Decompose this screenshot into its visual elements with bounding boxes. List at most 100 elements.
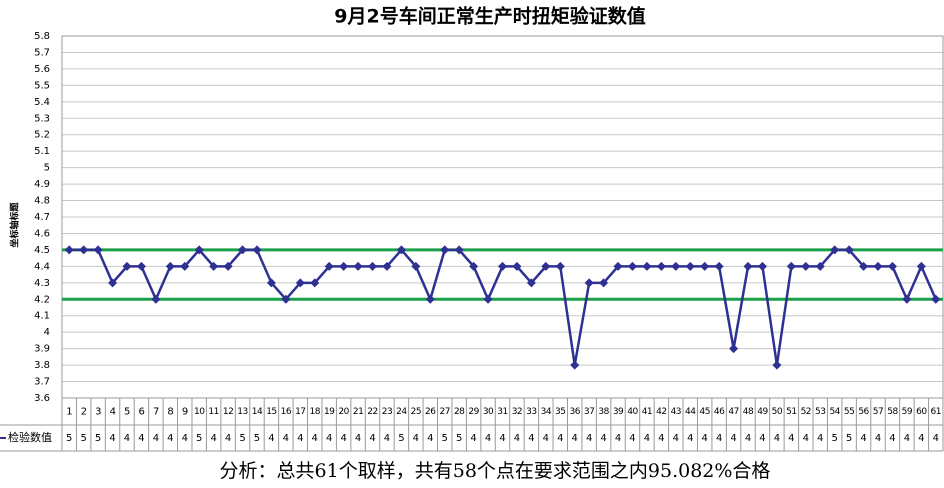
x-tick-label: 7	[153, 407, 159, 418]
point-marker	[382, 261, 392, 271]
point-marker	[815, 261, 825, 271]
y-tick-label: 5.8	[34, 31, 50, 42]
point-marker	[396, 245, 406, 255]
table-value: 4	[297, 433, 303, 444]
plot-border	[61, 35, 944, 399]
point-marker	[281, 294, 291, 304]
x-tick-label: 42	[656, 407, 666, 417]
x-tick-label: 34	[541, 407, 552, 417]
point-marker	[469, 261, 479, 271]
y-tick-label: 5.6	[34, 64, 50, 75]
x-tick-label: 26	[425, 407, 436, 417]
point-marker	[685, 261, 695, 271]
x-tick-label: 52	[801, 407, 811, 417]
y-tick-label: 3.8	[34, 360, 50, 371]
x-tick-label: 15	[266, 407, 276, 417]
table-value: 4	[817, 433, 823, 444]
x-tick-label: 17	[295, 407, 305, 417]
point-marker	[238, 245, 248, 255]
point-marker	[830, 245, 840, 255]
x-tick-label: 51	[786, 407, 796, 417]
table-value: 5	[398, 433, 404, 444]
y-tick-label: 4.8	[34, 196, 50, 207]
point-marker	[295, 278, 305, 288]
y-tick-label: 4.5	[34, 245, 50, 256]
x-tick-label: 53	[815, 407, 825, 417]
point-marker	[642, 261, 652, 271]
x-tick-label: 12	[223, 407, 233, 417]
point-marker	[180, 261, 190, 271]
x-tick-label: 55	[844, 407, 854, 417]
x-tick-label: 4	[110, 407, 116, 418]
x-tick-label: 14	[252, 407, 263, 417]
point-marker	[570, 360, 580, 370]
table-value: 4	[774, 433, 780, 444]
table-value: 4	[182, 433, 188, 444]
legend-label: 检验数值	[8, 430, 52, 444]
table-value: 4	[629, 433, 635, 444]
x-tick-label: 35	[555, 407, 565, 417]
x-tick-label: 22	[367, 407, 377, 417]
point-marker	[165, 261, 175, 271]
x-tick-label: 40	[627, 407, 638, 417]
table-value: 4	[716, 433, 722, 444]
table-value: 4	[644, 433, 650, 444]
x-tick-label: 6	[138, 407, 144, 418]
y-tick-label: 4.6	[34, 228, 50, 239]
x-tick-label: 28	[454, 407, 465, 417]
x-tick-label: 5	[124, 407, 130, 418]
point-marker	[209, 261, 219, 271]
point-marker	[902, 294, 912, 304]
x-tick-label: 19	[324, 407, 335, 417]
x-tick-label: 11	[208, 407, 218, 417]
x-tick-label: 29	[468, 407, 479, 417]
x-tick-label: 49	[757, 407, 768, 417]
y-tick-label: 5.7	[34, 47, 50, 58]
table-value: 4	[658, 433, 664, 444]
x-tick-label: 18	[310, 407, 321, 417]
point-marker	[599, 278, 609, 288]
y-tick-label: 5.2	[34, 130, 50, 141]
point-marker	[252, 245, 262, 255]
y-tick-label: 3.6	[34, 393, 50, 404]
table-value: 4	[210, 433, 216, 444]
table-value: 4	[528, 433, 534, 444]
x-tick-label: 33	[526, 407, 536, 417]
x-tick-label: 46	[714, 407, 725, 417]
point-marker	[512, 261, 522, 271]
table-value: 4	[730, 433, 736, 444]
table-value: 4	[413, 433, 419, 444]
x-tick-label: 47	[728, 407, 738, 417]
point-marker	[353, 261, 363, 271]
point-marker	[339, 261, 349, 271]
x-tick-label: 25	[411, 407, 421, 417]
analysis-note: 分析：总共61个取样，共有58个点在要求范围之内95.082%合格	[220, 460, 771, 482]
point-marker	[79, 245, 89, 255]
table-value: 4	[933, 433, 939, 444]
y-tick-label: 4	[44, 327, 50, 338]
table-value: 4	[384, 433, 390, 444]
y-tick-label: 4.2	[34, 294, 50, 305]
x-tick-label: 60	[916, 407, 927, 417]
table-value: 5	[831, 433, 837, 444]
point-marker	[368, 261, 378, 271]
x-tick-label: 9	[182, 407, 188, 418]
x-tick-label: 50	[772, 407, 783, 417]
table-value: 4	[109, 433, 115, 444]
point-marker	[844, 245, 854, 255]
table-value: 4	[124, 433, 130, 444]
y-tick-label: 5	[44, 163, 50, 174]
point-marker	[873, 261, 883, 271]
table-value: 4	[702, 433, 708, 444]
point-marker	[440, 245, 450, 255]
table-value: 4	[687, 433, 693, 444]
point-marker	[122, 261, 132, 271]
table-value: 5	[254, 433, 260, 444]
x-tick-label: 43	[671, 407, 681, 417]
x-tick-label: 36	[569, 407, 580, 417]
point-marker	[671, 261, 681, 271]
point-marker	[700, 261, 710, 271]
table-value: 4	[875, 433, 881, 444]
x-tick-label: 38	[598, 407, 609, 417]
point-marker	[627, 261, 637, 271]
